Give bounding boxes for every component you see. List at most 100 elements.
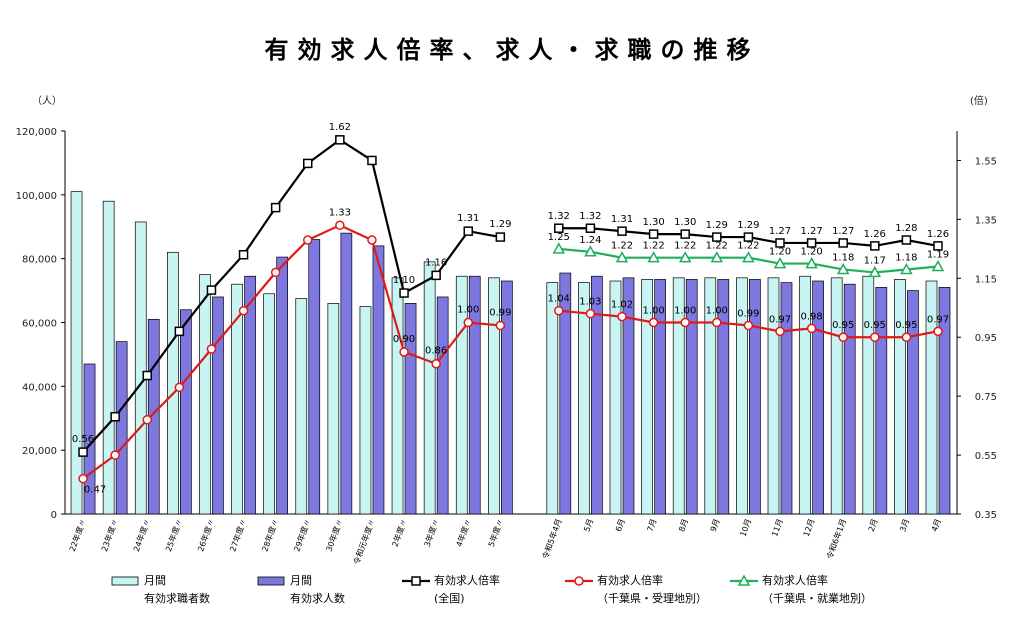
national-ratio-annual-marker: [142, 370, 152, 381]
chiba-reception-ratio-annual-marker: [78, 473, 88, 484]
bar-job-seekers-monthly: [546, 282, 559, 515]
data-labels: 0.56 1.62 1.10 1.16 1.31 1.29 0.47 1.33 0.90 0.86…: [72, 122, 949, 496]
bar-job-seekers-annual: [231, 283, 243, 515]
label-chiba-workplace-monthly: 1.19: [927, 250, 949, 261]
bar-job-openings-monthly: [812, 280, 824, 515]
bar-job-openings-monthly: [843, 283, 856, 515]
national-ratio-monthly-marker: [617, 226, 627, 236]
bar-job-openings-monthly: [907, 290, 919, 515]
chiba-reception-ratio-monthly-marker: [933, 326, 943, 337]
bar-job-seekers-monthly: [799, 275, 811, 515]
y-left-tick-label: 60,000: [22, 319, 57, 330]
bar-job-seekers-annual: [263, 293, 275, 515]
y-left-tick-label: 120,000: [16, 127, 57, 138]
chiba-reception-ratio-annual-marker: [463, 317, 473, 328]
legend: 月間有効求職者数月間有効求人数有効求人倍率(全国)有効求人倍率（千葉県・受理地別…: [111, 573, 872, 605]
bar-job-openings-annual: [276, 256, 288, 515]
label-chiba-workplace-monthly: 1.18: [832, 252, 854, 263]
label-chiba-workplace-monthly: 1.20: [769, 247, 791, 258]
bar-job-seekers-annual: [295, 298, 308, 515]
label-national-monthly: 1.32: [579, 211, 601, 222]
national-ratio-monthly-marker: [838, 238, 848, 248]
national-ratio-monthly-marker: [806, 238, 817, 248]
x-tick-label-monthly: 令和5年4月: [540, 517, 564, 560]
label-national-annual: 0.56: [72, 434, 94, 445]
bar-job-openings-annual: [340, 232, 353, 515]
bar-job-openings-annual: [501, 280, 513, 515]
label-chiba-reception-monthly: 0.95: [895, 320, 917, 331]
bar-job-openings-monthly: [780, 282, 793, 515]
label-chiba-reception-monthly: 0.98: [800, 311, 822, 322]
national-ratio-annual-marker: [78, 447, 88, 457]
x-tick-label-annual: 2年度〃: [390, 517, 409, 548]
bar-job-openings-annual: [212, 296, 224, 515]
bar-job-seekers-annual: [391, 277, 404, 515]
chiba-reception-ratio-annual-marker: [206, 344, 217, 354]
label-chiba-reception-monthly: 1.00: [706, 306, 728, 317]
chiba-reception-ratio-monthly-marker: [617, 311, 627, 322]
chiba-reception-ratio-monthly-marker: [680, 317, 690, 328]
chart-title: 有効求人倍率、求人・求職の推移: [264, 36, 760, 64]
chiba-workplace-ratio-monthly-marker: [552, 242, 566, 254]
label-chiba-workplace-monthly: 1.25: [548, 232, 570, 243]
chiba-workplace-ratio-monthly-marker: [615, 251, 629, 263]
label-national-annual: 1.62: [329, 122, 351, 133]
bar-job-seekers-monthly: [578, 282, 590, 515]
national-ratio-annual-marker: [463, 226, 473, 236]
national-ratio-annual-marker: [270, 202, 281, 213]
bar-job-openings-annual: [115, 341, 128, 515]
legend-label-line1: 有効求人倍率: [762, 573, 828, 587]
x-tick-label-monthly: 4月: [930, 518, 943, 533]
label-chiba-workplace-monthly: 1.22: [642, 241, 664, 252]
x-tick-label-annual: 3年度〃: [422, 517, 441, 548]
legend-marker: [737, 574, 751, 586]
bar-job-openings-monthly: [559, 272, 572, 515]
legend-label-line1: 月間: [290, 574, 312, 587]
bar-job-seekers-monthly: [736, 277, 748, 515]
national-ratio-annual-marker: [399, 288, 409, 298]
bar-job-openings-monthly: [938, 287, 951, 515]
x-tick-label-monthly: 令和6年1月: [824, 517, 848, 560]
label-chiba-reception-monthly: 1.03: [579, 297, 601, 308]
chiba-workplace-ratio-monthly-marker: [710, 251, 724, 263]
chiba-reception-ratio-monthly-marker: [775, 326, 785, 337]
y-left-tick-label: 40,000: [22, 382, 57, 393]
label-chiba-reception-monthly: 0.95: [832, 320, 854, 331]
national-ratio-monthly-marker: [680, 229, 690, 239]
label-national-monthly: 1.32: [548, 211, 570, 222]
national-ratio-monthly-marker: [870, 241, 880, 251]
legend-marker: [411, 576, 421, 586]
national-ratio-annual-marker: [238, 249, 249, 260]
national-ratio-annual-marker: [335, 135, 345, 145]
bars: [70, 191, 951, 515]
chiba-reception-ratio-annual-marker: [238, 305, 249, 316]
x-tick-label-annual: 24年度〃: [131, 517, 152, 553]
bar-job-openings-monthly: [685, 279, 698, 515]
chiba-workplace-ratio-monthly-marker: [773, 257, 787, 269]
label-chiba-reception-monthly: 0.97: [927, 314, 949, 325]
chiba-reception-ratio-monthly-marker: [554, 305, 564, 316]
bar-job-openings-annual: [436, 296, 449, 515]
chiba-workplace-ratio-monthly-marker: [742, 251, 755, 263]
label-chiba-reception-annual: 1.00: [457, 305, 479, 316]
label-chiba-workplace-monthly: 1.24: [579, 235, 601, 246]
national-ratio-monthly-marker: [933, 241, 943, 251]
y-right-tick-label: 0.55: [975, 451, 997, 462]
chiba-workplace-ratio-monthly-marker: [836, 262, 850, 275]
legend-label-line1: 有効求人倍率: [597, 573, 663, 587]
bar-job-seekers-annual: [167, 251, 179, 515]
label-chiba-reception-monthly: 0.95: [864, 320, 886, 331]
chiba-reception-ratio-annual-marker: [495, 320, 506, 331]
x-tick-label-monthly: 2月: [867, 518, 880, 533]
chiba-reception-ratio-annual-marker: [270, 267, 281, 278]
legend-swatch: [257, 576, 285, 586]
chiba-workplace-ratio-monthly-marker: [931, 259, 945, 272]
bar-job-seekers-annual: [70, 191, 83, 515]
x-tick-label-monthly: 3月: [898, 518, 911, 533]
x-tick-label-annual: 27年度〃: [227, 517, 248, 553]
national-ratio-annual-marker: [110, 412, 120, 422]
chiba-reception-ratio-annual-marker: [303, 235, 313, 245]
label-national-monthly: 1.27: [800, 226, 822, 237]
bar-job-openings-monthly: [591, 275, 603, 515]
